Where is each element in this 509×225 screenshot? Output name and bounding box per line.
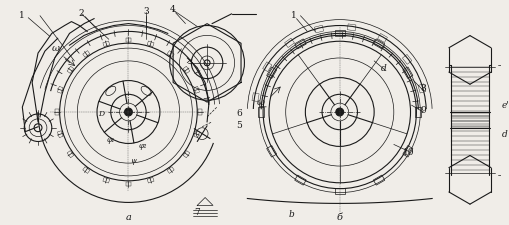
Text: 8: 8: [420, 84, 426, 93]
Text: ω: ω: [257, 98, 265, 107]
Text: d: d: [502, 130, 507, 139]
Text: 10: 10: [403, 148, 414, 157]
Text: а: а: [126, 213, 131, 222]
Text: 9: 9: [420, 106, 426, 115]
Text: e': e': [502, 101, 509, 110]
Text: ω: ω: [52, 44, 60, 53]
Text: φ₁: φ₁: [106, 135, 115, 144]
Text: 4: 4: [170, 5, 176, 14]
Text: 2: 2: [78, 9, 84, 18]
Text: b: b: [289, 210, 295, 219]
Text: φ₂: φ₂: [139, 142, 148, 150]
Text: 3: 3: [144, 7, 149, 16]
Text: d: d: [381, 64, 387, 73]
Circle shape: [336, 108, 344, 116]
Text: 5: 5: [237, 121, 242, 130]
Circle shape: [125, 108, 132, 116]
Text: б: б: [337, 213, 343, 222]
Text: 1: 1: [291, 11, 296, 20]
Text: D: D: [98, 110, 104, 118]
Text: ψ: ψ: [130, 157, 136, 165]
Text: 7: 7: [194, 208, 200, 217]
Text: 1: 1: [19, 11, 25, 20]
Text: 6: 6: [237, 110, 242, 119]
